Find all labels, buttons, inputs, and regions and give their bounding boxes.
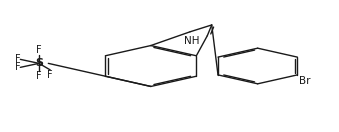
Text: S: S bbox=[35, 58, 43, 68]
Text: F: F bbox=[36, 71, 42, 81]
Text: F: F bbox=[15, 54, 20, 64]
Text: F: F bbox=[36, 45, 42, 55]
Text: Br: Br bbox=[299, 76, 311, 86]
Text: F: F bbox=[47, 70, 53, 80]
Text: NH: NH bbox=[184, 36, 199, 46]
Text: F: F bbox=[15, 62, 20, 72]
